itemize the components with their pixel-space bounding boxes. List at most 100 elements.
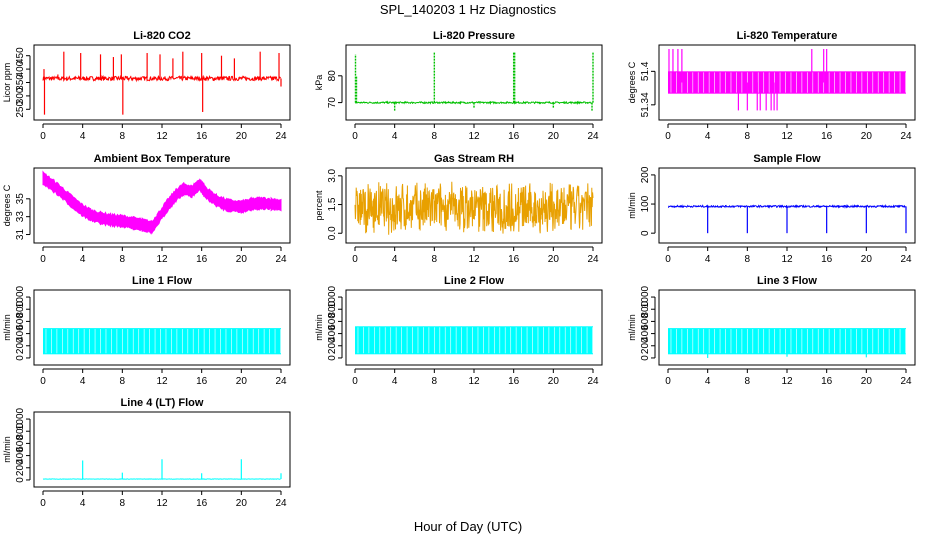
x-tick-label: 16 — [196, 376, 208, 387]
x-tick-label: 20 — [548, 254, 560, 265]
x-tick-label: 24 — [275, 376, 287, 387]
x-tick-label: 20 — [861, 131, 873, 142]
y-tick-label: 100 — [640, 195, 651, 212]
panel-title: Li-820 Temperature — [737, 30, 838, 42]
y-tick-label: 1000 — [640, 285, 651, 308]
x-tick-label: 4 — [80, 498, 86, 509]
x-tick-label: 0 — [40, 131, 46, 142]
x-tick-label: 0 — [40, 498, 46, 509]
y-tick-label: 80 — [327, 70, 338, 82]
x-tick-label: 24 — [900, 131, 912, 142]
x-tick-label: 8 — [432, 376, 438, 387]
plot-frame — [346, 45, 602, 120]
x-tick-label: 8 — [432, 254, 438, 265]
x-tick-label: 24 — [900, 376, 912, 387]
series-area — [43, 172, 281, 234]
x-tick-label: 16 — [821, 376, 833, 387]
x-tick-label: 20 — [861, 376, 873, 387]
x-tick-label: 12 — [468, 376, 480, 387]
x-tick-label: 16 — [821, 254, 833, 265]
x-tick-label: 20 — [236, 254, 248, 265]
x-tick-label: 16 — [508, 131, 520, 142]
figure-title: SPL_140203 1 Hz Diagnostics — [380, 2, 557, 17]
x-tick-label: 24 — [587, 376, 599, 387]
y-axis-label: kPa — [314, 75, 324, 91]
panel-title: Line 1 Flow — [132, 275, 192, 287]
y-axis-label: ml/min — [2, 436, 12, 463]
y-tick-label: 450 — [15, 47, 26, 64]
x-tick-label: 12 — [781, 131, 793, 142]
y-tick-label: 0 — [640, 230, 651, 236]
x-tick-label: 8 — [120, 254, 126, 265]
y-axis-label: ml/min — [627, 192, 637, 219]
x-tick-label: 8 — [120, 376, 126, 387]
y-tick-label: 0.0 — [327, 226, 338, 240]
x-tick-label: 24 — [275, 498, 287, 509]
x-tick-label: 0 — [665, 131, 671, 142]
y-axis-label: ml/min — [2, 314, 12, 341]
panel-title: Li-820 Pressure — [433, 30, 515, 42]
x-tick-label: 16 — [196, 498, 208, 509]
x-tick-label: 20 — [548, 376, 560, 387]
x-tick-label: 24 — [587, 254, 599, 265]
x-tick-label: 24 — [275, 131, 287, 142]
y-tick-label: 1000 — [327, 285, 338, 308]
panel-title: Line 3 Flow — [757, 275, 817, 287]
x-tick-label: 0 — [40, 254, 46, 265]
x-tick-label: 4 — [392, 131, 398, 142]
x-tick-label: 24 — [587, 131, 599, 142]
plot-frame — [34, 45, 290, 120]
y-axis-label: ml/min — [627, 314, 637, 341]
panel-title: Ambient Box Temperature — [94, 153, 231, 165]
y-tick-label: 3.0 — [327, 168, 338, 182]
x-tick-label: 0 — [352, 376, 358, 387]
y-axis-label: Licor ppm — [2, 63, 12, 103]
figure-xlabel: Hour of Day (UTC) — [414, 519, 522, 534]
x-tick-label: 12 — [468, 254, 480, 265]
x-tick-label: 12 — [156, 376, 168, 387]
y-axis-label: degrees C — [2, 184, 12, 226]
x-tick-label: 24 — [275, 254, 287, 265]
x-tick-label: 20 — [861, 254, 873, 265]
y-tick-label: 200 — [640, 166, 651, 183]
y-tick-label: 70 — [327, 97, 338, 109]
panel-title: Sample Flow — [753, 153, 821, 165]
x-tick-label: 16 — [196, 131, 208, 142]
x-tick-label: 8 — [120, 131, 126, 142]
panel-title: Line 4 (LT) Flow — [121, 397, 204, 409]
y-tick-label: 51.4 — [640, 61, 651, 81]
x-tick-label: 12 — [156, 254, 168, 265]
x-tick-label: 4 — [392, 254, 398, 265]
x-tick-label: 0 — [665, 376, 671, 387]
y-axis-label: degrees C — [627, 61, 637, 103]
x-tick-label: 0 — [40, 376, 46, 387]
y-tick-label: 31 — [15, 229, 26, 241]
y-tick-label: 33 — [15, 211, 26, 223]
y-tick-label: 1000 — [15, 285, 26, 308]
x-tick-label: 12 — [156, 498, 168, 509]
x-tick-label: 0 — [352, 131, 358, 142]
x-tick-label: 20 — [236, 376, 248, 387]
x-tick-label: 8 — [120, 498, 126, 509]
x-tick-label: 8 — [745, 254, 751, 265]
y-tick-label: 35 — [15, 193, 26, 205]
y-axis-label: ml/min — [314, 314, 324, 341]
series-line — [355, 182, 593, 235]
x-tick-label: 16 — [821, 131, 833, 142]
y-axis-label: percent — [314, 190, 324, 221]
series-line — [43, 76, 281, 80]
y-tick-label: 1000 — [15, 407, 26, 430]
x-tick-label: 20 — [236, 131, 248, 142]
y-tick-label: 0 — [15, 477, 26, 483]
x-tick-label: 16 — [508, 376, 520, 387]
x-tick-label: 4 — [80, 131, 86, 142]
